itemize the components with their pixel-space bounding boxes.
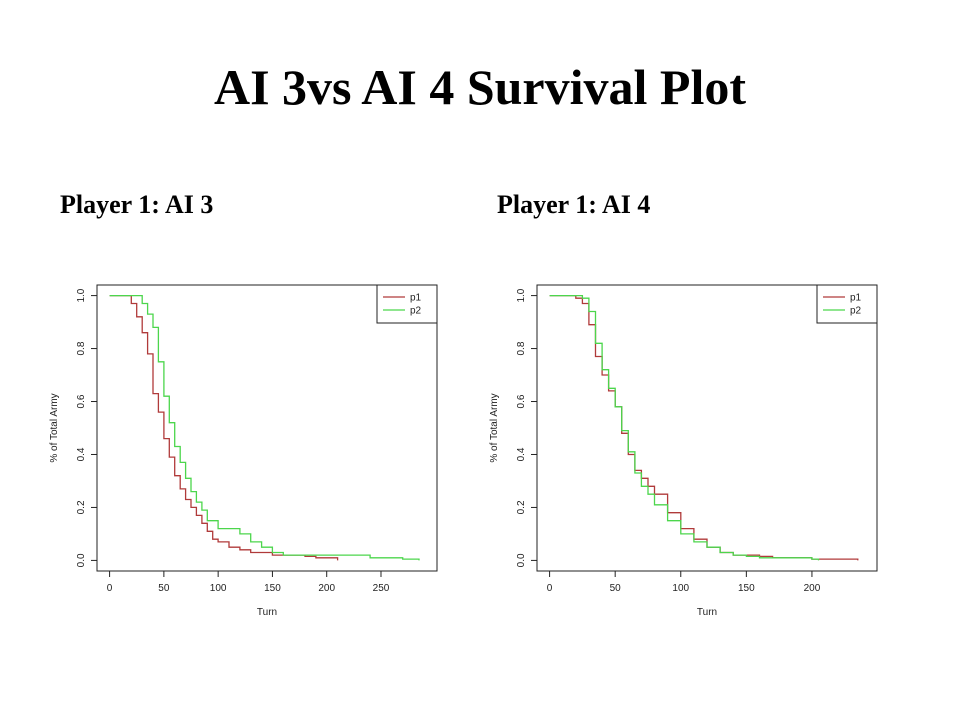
y-tick-label: 0.4 <box>76 447 87 461</box>
legend-label-p1: p1 <box>850 293 862 304</box>
legend-label-p2: p2 <box>850 306 862 317</box>
x-tick-label: 250 <box>373 583 390 594</box>
x-tick-label: 0 <box>107 583 113 594</box>
y-tick-label: 0.8 <box>76 341 87 355</box>
x-tick-label: 100 <box>672 583 689 594</box>
x-tick-label: 150 <box>738 583 755 594</box>
series-line-p1 <box>109 294 339 561</box>
left-chart-title: Player 1: AI 3 <box>60 190 214 219</box>
legend-box <box>816 284 878 324</box>
plot-frame <box>536 284 878 572</box>
y-tick-label: 0.0 <box>76 553 87 567</box>
y-axis-label: % of Total Army <box>49 393 60 462</box>
legend-box <box>376 284 438 324</box>
y-tick-label: 0.6 <box>76 394 87 408</box>
y-tick-label: 0.2 <box>516 500 527 514</box>
y-tick-label: 0.8 <box>516 341 527 355</box>
legend-label-p1: p1 <box>410 293 422 304</box>
y-tick-label: 1.0 <box>76 288 87 302</box>
legend-label-p2: p2 <box>410 306 422 317</box>
y-tick-label: 0.2 <box>76 500 87 514</box>
x-tick-label: 50 <box>610 583 622 594</box>
y-tick-label: 0.4 <box>516 447 527 461</box>
y-axis-label: % of Total Army <box>489 393 500 462</box>
x-axis-label: Turn <box>697 607 717 618</box>
y-tick-label: 0.6 <box>516 394 527 408</box>
x-tick-label: 150 <box>264 583 281 594</box>
series-line-p2 <box>549 294 820 561</box>
y-tick-label: 1.0 <box>516 288 527 302</box>
x-tick-label: 200 <box>318 583 335 594</box>
right-survival-plot: 0 50 100 150 200 0.0 0.2 0.4 0.6 0.8 1.0 Turn % of T… <box>489 284 878 618</box>
x-tick-label: 0 <box>547 583 553 594</box>
slide-title: AI 3vs AI 4 Survival Plot <box>213 59 746 115</box>
x-tick-label: 50 <box>158 583 170 594</box>
x-tick-label: 100 <box>210 583 227 594</box>
left-survival-plot: 0 50 100 150 200 250 0.0 0.2 0.4 0.6 0.8 1.0 Turn % o… <box>49 284 438 618</box>
x-axis-label: Turn <box>257 607 277 618</box>
right-chart-title: Player 1: AI 4 <box>497 190 651 219</box>
y-tick-label: 0.0 <box>516 553 527 567</box>
series-line-p2 <box>109 294 420 561</box>
plot-frame <box>96 284 438 572</box>
x-tick-label: 200 <box>804 583 821 594</box>
